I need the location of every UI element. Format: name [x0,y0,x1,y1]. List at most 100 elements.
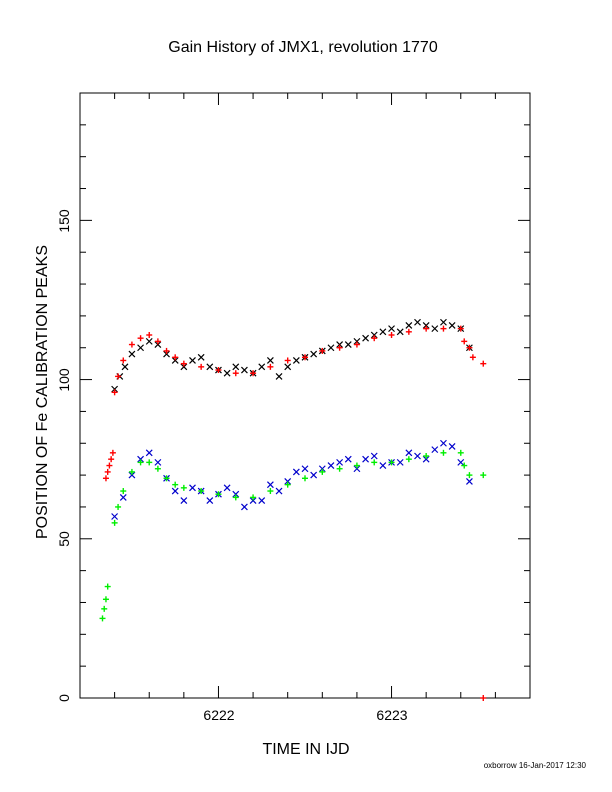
data-point-stroke [258,497,266,505]
data-point [223,369,231,377]
data-point-stroke [344,455,352,463]
data-point-stroke [336,458,344,466]
data-point-stroke [310,350,318,358]
y-tick-label-50: 50 [56,531,72,547]
data-point [215,367,222,374]
data-point [119,493,127,501]
data-point [388,459,395,466]
data-point [109,449,116,456]
data-point-stroke [405,322,413,329]
data-point [461,462,468,469]
data-point [111,389,118,396]
data-point [266,481,274,489]
data-point-stroke [431,446,439,454]
data-point-stroke [440,318,447,326]
data-point [284,478,292,485]
data-point-stroke [284,363,292,371]
data-point [115,373,122,380]
data-point [172,354,179,361]
data-point [154,341,162,348]
data-point [292,357,300,364]
data-point [465,478,473,485]
data-point [275,487,283,495]
data-point [457,449,464,456]
data-point [414,318,421,326]
series-0 [111,318,473,393]
data-point [440,449,447,456]
data-point-stroke [163,350,170,358]
data-point-stroke [396,458,404,466]
data-point [215,491,222,498]
data-point [379,462,387,469]
data-point-stroke [137,455,145,463]
data-point-stroke [232,363,240,371]
data-point-stroke [396,328,404,336]
data-point [171,357,179,364]
data-point-stroke [362,334,370,342]
data-point [370,331,378,339]
data-point-stroke [440,439,447,447]
data-point-stroke [414,318,421,326]
data-point [344,341,352,348]
data-point [189,484,196,492]
data-point [301,465,309,473]
data-point [106,462,113,469]
data-point [154,458,162,466]
data-point-stroke [119,493,127,501]
data-point [101,605,108,612]
data-point [145,449,153,457]
data-point [422,322,430,329]
data-point [249,497,257,505]
data-point [302,354,308,361]
data-point [104,468,111,475]
data-point [115,503,122,510]
data-point [197,353,205,361]
data-point-stroke [171,487,179,495]
data-point [422,455,430,463]
data-point [379,328,387,336]
data-point-stroke [292,357,300,364]
data-point [104,583,111,590]
data-point [319,468,326,475]
data-point [198,363,205,370]
x-tick-label-6223: 6223 [376,707,407,723]
data-point [466,472,473,479]
data-point [431,446,439,454]
data-point-stroke [336,341,344,348]
series-layer [99,318,487,701]
data-point [172,481,179,488]
data-point-stroke [301,465,309,473]
data-point-stroke [180,497,188,505]
data-point-stroke [145,449,153,457]
data-point [232,370,239,377]
data-point [267,363,274,370]
data-point [250,494,257,501]
data-point-stroke [206,497,214,505]
data-point [319,347,326,354]
data-point [154,338,161,345]
data-point [388,325,395,333]
data-point-stroke [137,344,145,352]
data-point-stroke [344,341,352,348]
data-point-stroke [422,455,430,463]
data-point [128,350,136,358]
data-point-stroke [388,325,395,333]
data-point [284,363,292,371]
data-point-stroke [249,497,257,505]
data-point [353,462,360,469]
data-point-stroke [457,458,465,466]
data-point-stroke [154,458,162,466]
data-point [137,459,144,466]
data-point [232,494,239,501]
data-point [206,497,214,505]
data-point [327,344,335,352]
data-point [111,513,119,520]
data-point [180,484,187,491]
data-point [431,325,439,333]
data-point [480,472,487,479]
data-point [344,455,352,463]
data-point-stroke [128,350,136,358]
data-point [250,370,257,377]
data-point-stroke [327,344,335,352]
data-point [440,318,447,326]
